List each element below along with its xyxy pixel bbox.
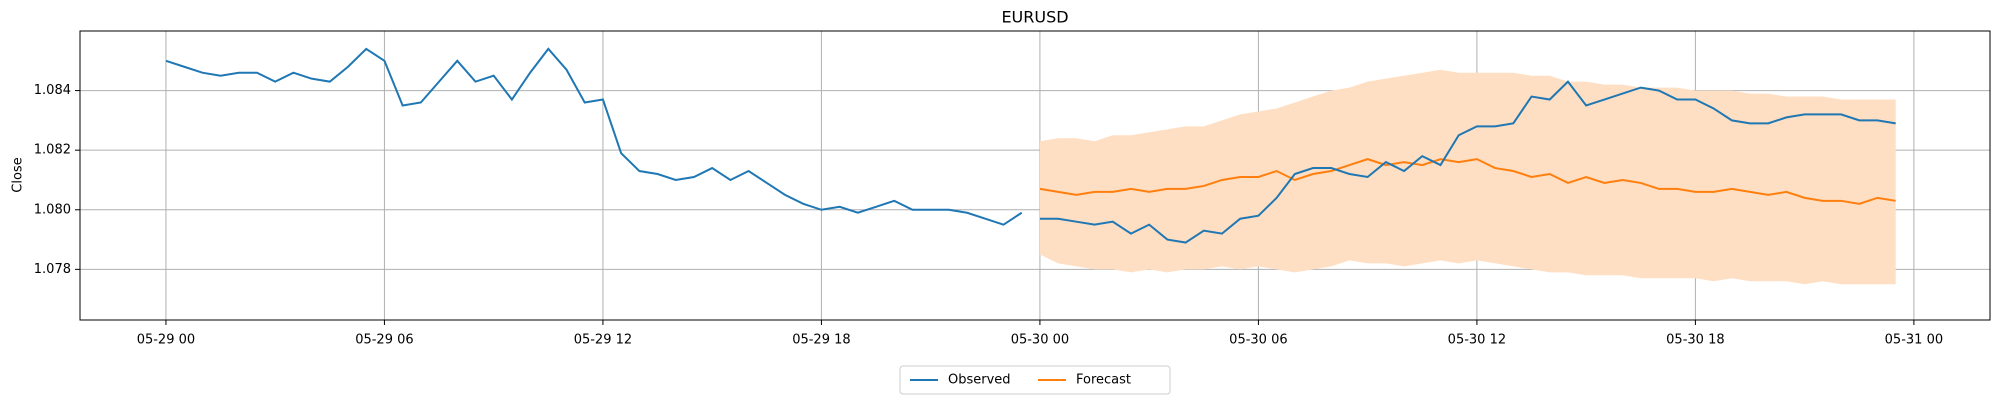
y-tick-label: 1.080 <box>34 202 71 217</box>
x-tick-label: 05-30 06 <box>1229 333 1287 348</box>
legend-label: Observed <box>948 373 1011 388</box>
x-tick-label: 05-29 12 <box>574 333 632 348</box>
x-tick-label: 05-29 06 <box>355 333 413 348</box>
x-tick-label: 05-30 18 <box>1666 333 1724 348</box>
chart-title: EURUSD <box>1001 8 1068 27</box>
series-line <box>165 47 1896 244</box>
legend-box <box>899 365 1171 395</box>
x-tick-label: 05-30 00 <box>1011 333 1069 348</box>
y-tick-label: 1.082 <box>34 143 71 158</box>
x-tick-label: 05-31 00 <box>1885 333 1943 348</box>
x-tick-label: 05-29 18 <box>792 333 850 348</box>
legend-label: Forecast <box>1076 373 1131 388</box>
x-tick-label: 05-29 00 <box>137 333 195 348</box>
y-axis-label: Close <box>11 157 26 192</box>
plot-frame <box>79 30 1991 321</box>
confidence-band <box>1039 69 1896 285</box>
series-line <box>1039 158 1896 205</box>
y-tick-label: 1.078 <box>34 262 71 277</box>
y-tick-label: 1.084 <box>34 83 71 98</box>
x-tick-label: 05-30 12 <box>1448 333 1506 348</box>
